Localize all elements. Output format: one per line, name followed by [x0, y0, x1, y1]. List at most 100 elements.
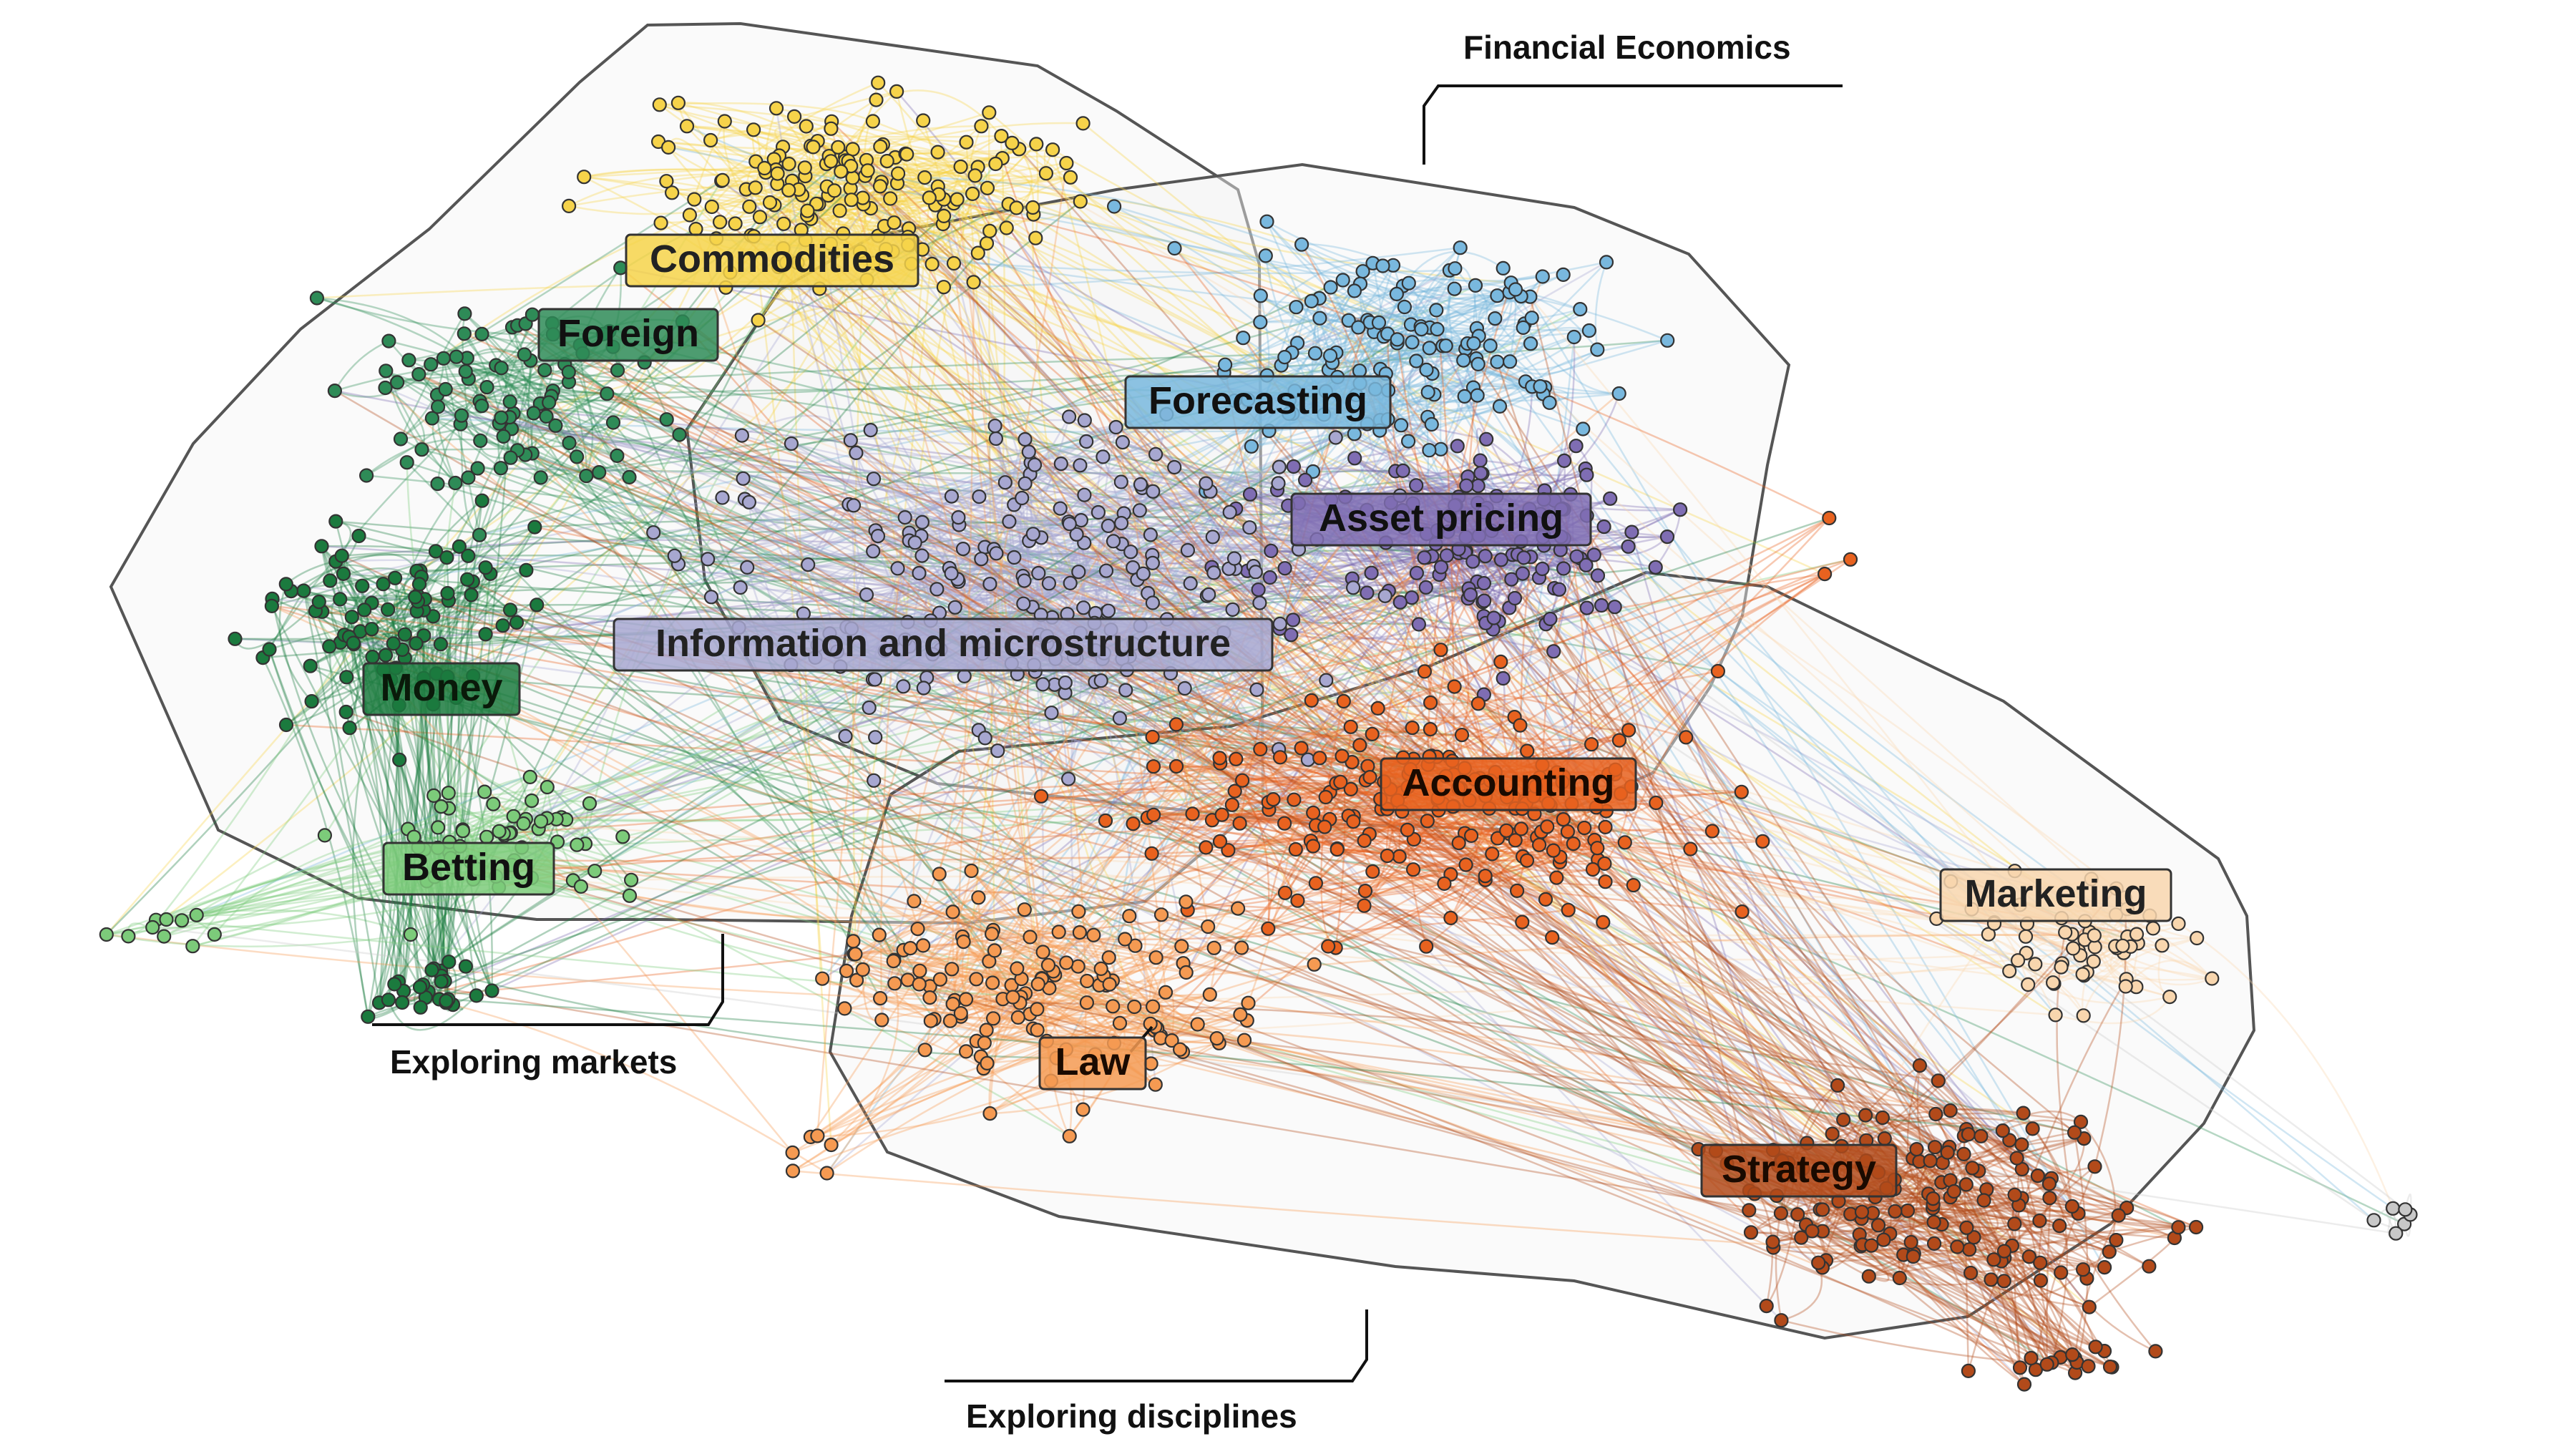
network-node[interactable]: [831, 140, 846, 155]
network-node[interactable]: [2048, 1008, 2063, 1023]
network-node[interactable]: [1649, 795, 1664, 811]
network-node[interactable]: [910, 921, 925, 937]
network-node[interactable]: [615, 829, 630, 844]
network-node[interactable]: [1479, 431, 1494, 447]
network-node[interactable]: [872, 990, 888, 1006]
network-node[interactable]: [2012, 1360, 2028, 1375]
network-node[interactable]: [2039, 1357, 2054, 1372]
network-node[interactable]: [2016, 1377, 2032, 1392]
network-node[interactable]: [1909, 1141, 1924, 1157]
network-node[interactable]: [871, 75, 886, 90]
network-node[interactable]: [1236, 331, 1251, 346]
network-node[interactable]: [1072, 924, 1088, 940]
network-node[interactable]: [1499, 823, 1514, 838]
network-node[interactable]: [1136, 566, 1151, 581]
network-node[interactable]: [1093, 673, 1108, 688]
network-node[interactable]: [1294, 741, 1309, 756]
network-node[interactable]: [982, 105, 997, 120]
network-node[interactable]: [843, 433, 858, 448]
network-node[interactable]: [1259, 214, 1274, 229]
network-node[interactable]: [1126, 816, 1141, 831]
network-node[interactable]: [2002, 1133, 2017, 1148]
network-node[interactable]: [1226, 551, 1242, 566]
network-node[interactable]: [533, 814, 549, 829]
network-node[interactable]: [1493, 654, 1508, 670]
network-node[interactable]: [1118, 932, 1133, 947]
network-node[interactable]: [2155, 938, 2170, 953]
network-node[interactable]: [1532, 837, 1547, 852]
network-node[interactable]: [1468, 278, 1483, 293]
network-node[interactable]: [1566, 836, 1581, 852]
network-node[interactable]: [1854, 1204, 1870, 1219]
network-node[interactable]: [1236, 1033, 1252, 1048]
network-node[interactable]: [2171, 1220, 2186, 1235]
network-node[interactable]: [159, 912, 174, 927]
network-node[interactable]: [2129, 927, 2145, 942]
network-node[interactable]: [956, 934, 971, 950]
network-node[interactable]: [1027, 457, 1043, 472]
network-node[interactable]: [1926, 1191, 1941, 1206]
network-node[interactable]: [424, 357, 439, 372]
network-node[interactable]: [517, 347, 532, 362]
network-node[interactable]: [704, 199, 719, 215]
network-node[interactable]: [1579, 467, 1594, 482]
network-node[interactable]: [1836, 1112, 1851, 1128]
network-node[interactable]: [2087, 1159, 2102, 1174]
network-node[interactable]: [1287, 792, 1302, 807]
network-node[interactable]: [433, 637, 449, 652]
network-node[interactable]: [2205, 971, 2220, 986]
network-node[interactable]: [1624, 525, 1639, 540]
network-node[interactable]: [1590, 841, 1605, 856]
network-node[interactable]: [703, 132, 718, 148]
network-node[interactable]: [985, 1011, 1001, 1026]
network-node[interactable]: [2171, 916, 2186, 932]
network-node[interactable]: [1180, 542, 1196, 558]
network-node[interactable]: [393, 431, 409, 447]
network-node[interactable]: [1227, 784, 1242, 799]
network-node[interactable]: [464, 587, 479, 602]
network-node[interactable]: [459, 572, 475, 587]
network-node[interactable]: [736, 471, 751, 486]
network-node[interactable]: [889, 84, 904, 99]
network-node[interactable]: [516, 816, 531, 831]
network-node[interactable]: [923, 1013, 938, 1028]
network-node[interactable]: [1242, 520, 1257, 535]
network-node[interactable]: [1621, 539, 1636, 554]
network-node[interactable]: [334, 548, 349, 563]
network-node[interactable]: [1007, 550, 1022, 565]
network-node[interactable]: [982, 577, 997, 592]
network-node[interactable]: [296, 583, 311, 598]
network-node[interactable]: [1659, 529, 1675, 545]
network-node[interactable]: [1341, 313, 1356, 328]
network-node[interactable]: [2032, 1213, 2047, 1229]
network-node[interactable]: [1053, 501, 1068, 516]
network-node[interactable]: [2142, 1259, 2157, 1274]
network-node[interactable]: [1318, 789, 1333, 805]
network-node[interactable]: [953, 1005, 968, 1021]
network-node[interactable]: [2011, 953, 2026, 968]
network-node[interactable]: [1370, 701, 1385, 716]
network-node[interactable]: [834, 164, 849, 179]
network-node[interactable]: [703, 590, 719, 605]
network-node[interactable]: [1585, 862, 1601, 877]
network-node[interactable]: [1201, 919, 1216, 935]
network-node[interactable]: [411, 366, 426, 382]
network-node[interactable]: [1286, 459, 1302, 474]
network-node[interactable]: [959, 135, 974, 150]
network-node[interactable]: [431, 820, 446, 835]
network-node[interactable]: [1179, 894, 1194, 909]
network-node[interactable]: [664, 185, 680, 200]
network-node[interactable]: [1199, 476, 1214, 491]
network-node[interactable]: [1476, 575, 1491, 591]
network-node[interactable]: [1035, 677, 1050, 692]
network-node[interactable]: [573, 879, 589, 894]
network-node[interactable]: [886, 953, 901, 969]
network-node[interactable]: [1289, 300, 1304, 315]
network-node[interactable]: [494, 361, 509, 376]
network-node[interactable]: [1927, 1236, 1942, 1252]
network-node[interactable]: [955, 541, 971, 557]
network-node[interactable]: [1704, 824, 1719, 839]
network-node[interactable]: [309, 291, 324, 306]
network-node[interactable]: [389, 375, 405, 390]
network-node[interactable]: [1584, 737, 1599, 752]
